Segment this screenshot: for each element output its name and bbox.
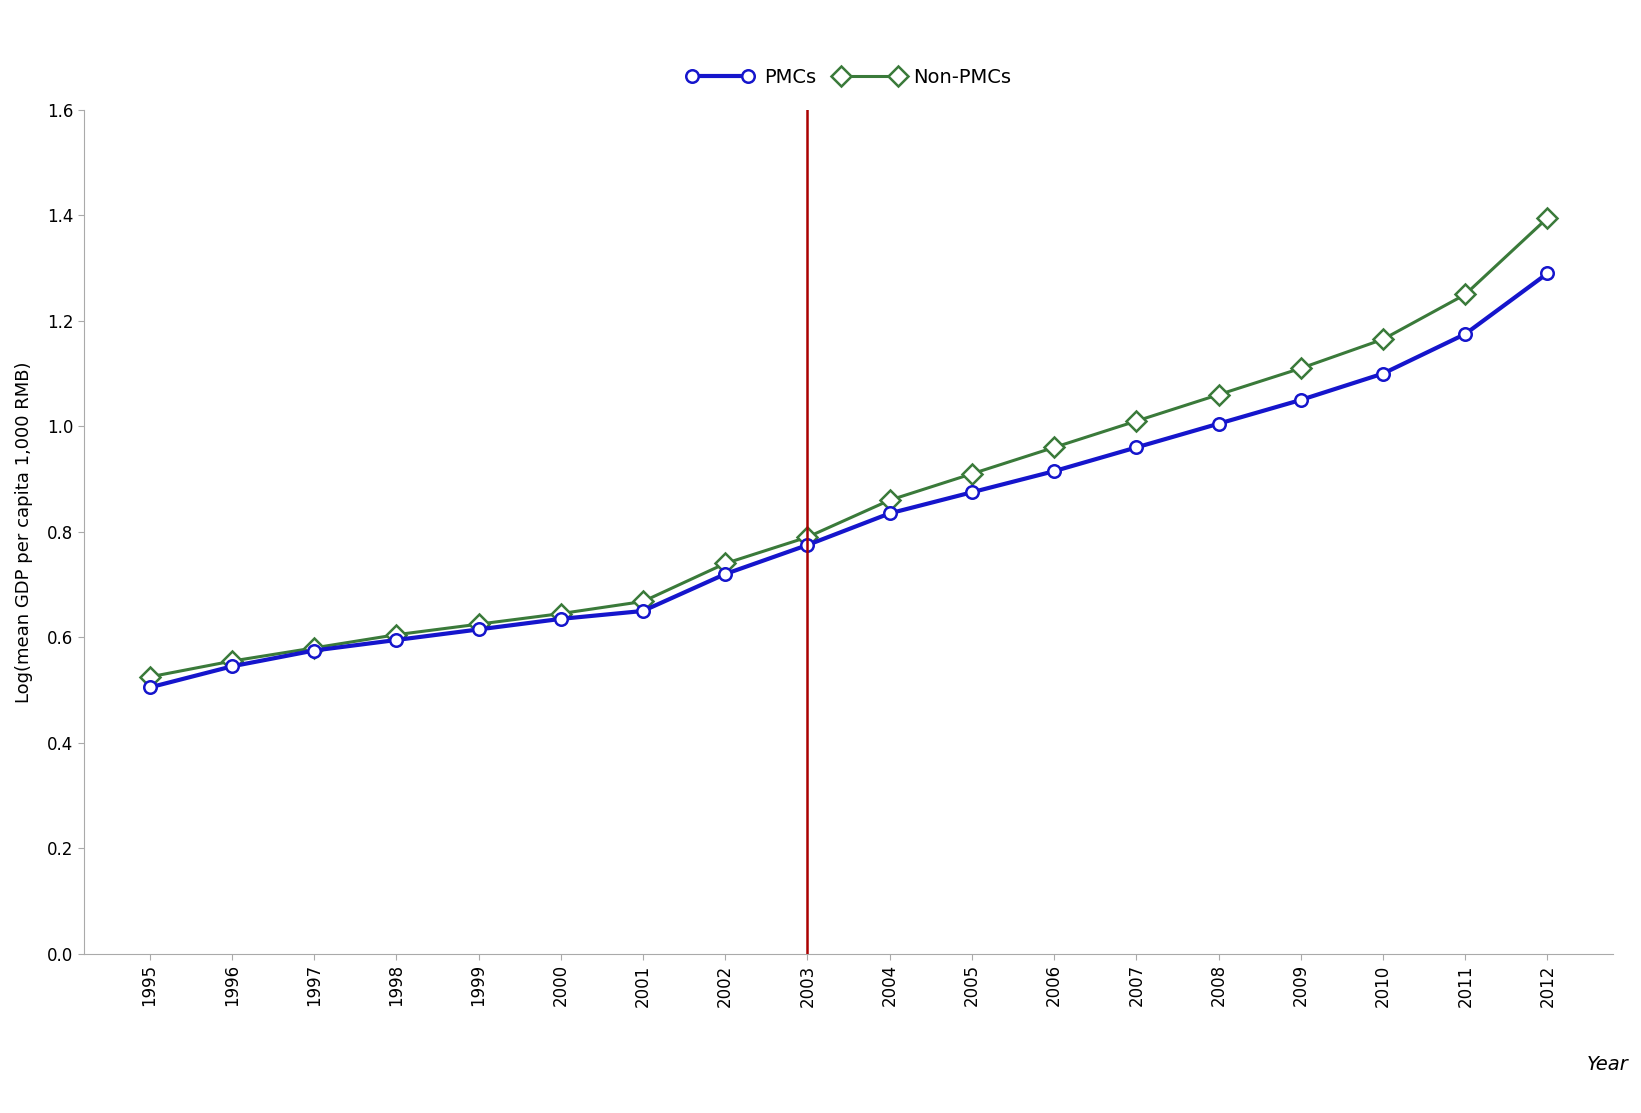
Non-PMCs — [1291, 362, 1311, 375]
Text: Year: Year — [1587, 1055, 1628, 1074]
Non-PMCs — [386, 628, 405, 641]
PMCs — [633, 604, 653, 618]
Non-PMCs — [962, 467, 981, 481]
PMCs — [139, 681, 159, 695]
PMCs — [1209, 417, 1229, 431]
Line: PMCs: PMCs — [143, 267, 1554, 693]
Non-PMCs — [304, 641, 323, 654]
Non-PMCs — [222, 654, 241, 668]
PMCs — [469, 623, 489, 637]
Non-PMCs — [551, 607, 571, 620]
PMCs — [222, 660, 241, 673]
PMCs — [1538, 267, 1557, 280]
Non-PMCs — [1374, 333, 1393, 346]
Non-PMCs — [1126, 414, 1145, 427]
Non-PMCs — [1538, 211, 1557, 225]
PMCs — [386, 633, 405, 647]
PMCs — [798, 539, 817, 552]
Line: Non-PMCs: Non-PMCs — [143, 211, 1554, 683]
Non-PMCs — [1456, 288, 1475, 302]
Non-PMCs — [880, 493, 899, 506]
PMCs — [715, 568, 735, 581]
PMCs — [880, 506, 899, 520]
PMCs — [1044, 464, 1063, 477]
Legend: PMCs, Non-PMCs: PMCs, Non-PMCs — [678, 60, 1019, 95]
PMCs — [551, 612, 571, 626]
Non-PMCs — [715, 556, 735, 570]
Non-PMCs — [633, 594, 653, 608]
PMCs — [1374, 367, 1393, 381]
Non-PMCs — [798, 531, 817, 544]
PMCs — [1456, 327, 1475, 341]
PMCs — [962, 485, 981, 499]
Y-axis label: Log(mean GDP per capita 1,000 RMB): Log(mean GDP per capita 1,000 RMB) — [15, 361, 33, 702]
PMCs — [304, 643, 323, 657]
Non-PMCs — [1209, 388, 1229, 402]
PMCs — [1291, 393, 1311, 406]
PMCs — [1126, 441, 1145, 454]
Non-PMCs — [1044, 441, 1063, 454]
Non-PMCs — [469, 618, 489, 631]
Non-PMCs — [139, 670, 159, 683]
